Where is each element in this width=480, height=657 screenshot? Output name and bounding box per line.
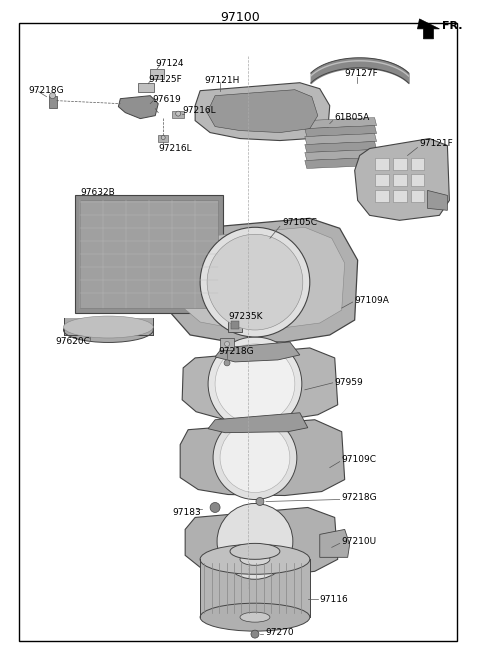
Circle shape bbox=[225, 342, 229, 346]
Text: 97218G: 97218G bbox=[342, 493, 377, 502]
Polygon shape bbox=[208, 413, 308, 433]
Polygon shape bbox=[305, 133, 377, 145]
Polygon shape bbox=[119, 96, 158, 119]
Polygon shape bbox=[305, 141, 377, 152]
Polygon shape bbox=[355, 139, 449, 220]
Text: 97127F: 97127F bbox=[345, 69, 378, 78]
Polygon shape bbox=[207, 90, 318, 133]
Bar bbox=[228, 318, 242, 332]
Bar bbox=[200, 559, 310, 617]
Bar bbox=[172, 110, 184, 118]
Bar bbox=[410, 158, 424, 170]
Polygon shape bbox=[165, 218, 358, 342]
Polygon shape bbox=[182, 348, 338, 420]
Polygon shape bbox=[215, 342, 300, 362]
Polygon shape bbox=[418, 19, 439, 39]
Bar bbox=[158, 135, 168, 141]
Bar bbox=[410, 175, 424, 187]
Text: 97218G: 97218G bbox=[218, 348, 254, 357]
Circle shape bbox=[176, 111, 180, 116]
Ellipse shape bbox=[63, 317, 153, 342]
Bar bbox=[393, 175, 407, 187]
Bar bbox=[393, 158, 407, 170]
Circle shape bbox=[207, 235, 303, 330]
Text: 97210U: 97210U bbox=[342, 537, 377, 546]
Text: 97183: 97183 bbox=[172, 508, 201, 517]
Ellipse shape bbox=[240, 612, 270, 622]
Polygon shape bbox=[428, 191, 447, 210]
Polygon shape bbox=[185, 507, 338, 576]
Text: 97959: 97959 bbox=[335, 378, 363, 388]
Circle shape bbox=[251, 630, 259, 638]
Circle shape bbox=[200, 227, 310, 337]
Ellipse shape bbox=[230, 543, 280, 559]
Text: 97109C: 97109C bbox=[342, 455, 377, 464]
Polygon shape bbox=[195, 83, 330, 141]
Ellipse shape bbox=[63, 316, 153, 338]
Text: 97632B: 97632B bbox=[81, 188, 115, 197]
Polygon shape bbox=[305, 150, 377, 160]
Bar bbox=[75, 195, 223, 313]
Bar bbox=[374, 175, 389, 187]
Polygon shape bbox=[305, 125, 377, 137]
Bar bbox=[150, 69, 164, 79]
Circle shape bbox=[210, 503, 220, 512]
Bar bbox=[63, 318, 153, 335]
Polygon shape bbox=[180, 420, 345, 495]
Text: 97235K: 97235K bbox=[228, 311, 263, 321]
Text: FR.: FR. bbox=[443, 21, 463, 31]
Text: 97619: 97619 bbox=[152, 95, 181, 104]
Circle shape bbox=[220, 422, 290, 493]
Polygon shape bbox=[320, 530, 350, 557]
Text: 97270: 97270 bbox=[265, 627, 294, 637]
Ellipse shape bbox=[200, 603, 310, 631]
Text: 97125F: 97125F bbox=[148, 75, 182, 84]
Polygon shape bbox=[305, 118, 377, 129]
Circle shape bbox=[208, 337, 302, 431]
Circle shape bbox=[217, 503, 293, 579]
Text: 97116: 97116 bbox=[320, 595, 348, 604]
Text: 97105C: 97105C bbox=[282, 218, 317, 227]
Circle shape bbox=[256, 497, 264, 505]
Bar bbox=[393, 191, 407, 202]
Bar bbox=[231, 321, 239, 329]
Text: 97216L: 97216L bbox=[158, 144, 192, 153]
Bar bbox=[138, 83, 154, 92]
Circle shape bbox=[49, 93, 56, 99]
Polygon shape bbox=[178, 227, 345, 328]
Text: 97124: 97124 bbox=[155, 59, 184, 68]
Text: 97100: 97100 bbox=[220, 11, 260, 24]
Text: 97218G: 97218G bbox=[29, 86, 64, 95]
Bar bbox=[374, 191, 389, 202]
Text: 97121F: 97121F bbox=[420, 139, 453, 148]
Text: 97121H: 97121H bbox=[204, 76, 240, 85]
Circle shape bbox=[215, 344, 295, 424]
Text: 97216L: 97216L bbox=[182, 106, 216, 115]
Text: 61B05A: 61B05A bbox=[335, 113, 370, 122]
Bar bbox=[48, 96, 57, 108]
Polygon shape bbox=[305, 158, 377, 168]
Circle shape bbox=[213, 416, 297, 499]
Text: 97620C: 97620C bbox=[56, 338, 90, 346]
Circle shape bbox=[161, 135, 165, 139]
Bar bbox=[374, 158, 389, 170]
Ellipse shape bbox=[240, 553, 270, 565]
Circle shape bbox=[224, 360, 230, 366]
Text: 97109A: 97109A bbox=[355, 296, 390, 305]
Bar bbox=[81, 200, 218, 308]
Bar bbox=[220, 338, 234, 350]
Ellipse shape bbox=[200, 545, 310, 574]
Bar bbox=[410, 191, 424, 202]
